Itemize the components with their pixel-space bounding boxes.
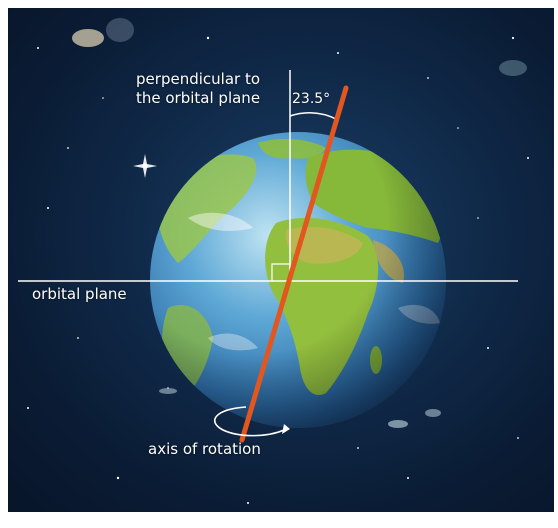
right-angle-marker-icon <box>271 263 290 281</box>
axis-of-rotation-label: axis of rotation <box>148 440 261 458</box>
perpendicular-label-line2: the orbital plane <box>136 89 261 107</box>
earth-globe <box>150 132 446 428</box>
star-field <box>27 36 529 504</box>
bright-star <box>133 154 157 178</box>
orbital-plane-label: orbital plane <box>32 285 127 303</box>
distant-galaxies <box>72 18 527 428</box>
curved-rotation-arrow-icon <box>213 406 290 437</box>
diagram-frame: perpendicular to the orbital plane 23.5°… <box>8 8 554 512</box>
earth-tilt-diagram <box>18 18 529 504</box>
rotation-axis <box>239 85 349 443</box>
angle-label: 23.5° <box>292 91 331 107</box>
angle-arc-icon <box>289 112 339 121</box>
perpendicular-label: perpendicular to the orbital plane <box>136 70 260 108</box>
perpendicular-label-line1: perpendicular to <box>136 70 261 88</box>
